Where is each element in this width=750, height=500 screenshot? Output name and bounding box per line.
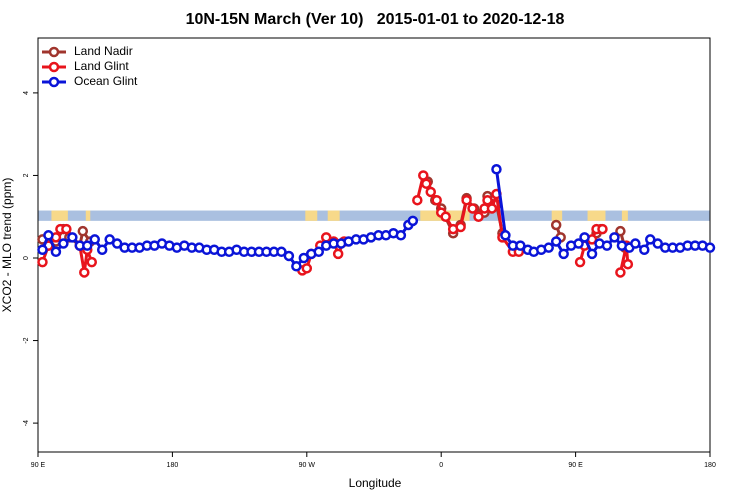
data-point [491, 164, 502, 175]
data-point [298, 252, 310, 264]
data-point [111, 238, 123, 249]
data-point [601, 240, 613, 251]
y-tick-label: 2 [23, 173, 30, 177]
data-point [86, 256, 98, 268]
data-point [597, 223, 608, 235]
chart-title: 10N-15N March (Ver 10) 2015-01-01 to 202… [186, 11, 565, 28]
x-tick-label: 90 E [31, 462, 46, 469]
data-point [550, 219, 562, 231]
x-axis-label: Longitude [349, 476, 402, 490]
data-point [37, 244, 48, 255]
data-point [467, 203, 478, 214]
land-patch [327, 210, 340, 221]
data-point [615, 225, 626, 237]
x-tick-label: 180 [704, 462, 716, 469]
data-point [313, 246, 324, 258]
data-point [58, 238, 69, 249]
data-point [61, 223, 72, 235]
data-point [291, 261, 302, 272]
data-point [704, 242, 716, 253]
x-tick-label: 0 [439, 462, 443, 469]
legend-label: Land Nadir [74, 44, 133, 58]
data-point [586, 248, 598, 260]
data-point [574, 256, 586, 268]
data-point [482, 194, 493, 206]
data-point [301, 263, 313, 274]
x-tick-label: 180 [167, 462, 179, 469]
x-tick-label: 90 W [299, 462, 316, 469]
data-point [622, 258, 634, 270]
data-point [283, 250, 295, 262]
data-point [573, 238, 584, 249]
land-patch [621, 210, 628, 221]
data-point [276, 246, 287, 258]
legend-marker [48, 61, 60, 73]
data-point [431, 194, 442, 206]
legend-marker [48, 76, 60, 88]
data-point [395, 230, 407, 241]
data-point [50, 246, 62, 258]
land-patch [587, 210, 606, 221]
legend-marker [48, 46, 60, 58]
data-point [67, 232, 78, 243]
data-point [500, 230, 511, 241]
y-tick-label: -4 [23, 420, 30, 426]
data-point [89, 234, 100, 245]
y-tick-label: 0 [23, 256, 30, 260]
data-point [652, 238, 663, 249]
data-point [79, 267, 90, 278]
data-point [550, 236, 562, 247]
land-patch [305, 210, 318, 221]
data-point [609, 232, 620, 243]
data-point [515, 240, 526, 251]
data-point [461, 194, 472, 206]
data-point [543, 242, 554, 253]
ocean-band [38, 210, 710, 221]
data-point [77, 225, 89, 237]
data-point [104, 234, 115, 245]
data-point [96, 244, 108, 255]
y-tick-label: 4 [23, 91, 30, 95]
legend-label: Land Glint [74, 59, 129, 73]
land-patch [551, 210, 563, 221]
data-point [473, 211, 484, 222]
data-point [425, 186, 436, 198]
data-point [455, 221, 466, 233]
data-point [440, 211, 451, 222]
data-point [615, 267, 626, 278]
land-patch [51, 210, 68, 221]
legend-label: Ocean Glint [74, 74, 138, 88]
land-patch [85, 210, 91, 221]
x-tick-label: 90 E [568, 462, 583, 469]
data-point [645, 234, 656, 245]
y-axis-label: XCO2 - MLO trend (ppm) [0, 178, 14, 313]
data-point [418, 170, 429, 181]
data-point [639, 244, 650, 255]
data-point [37, 256, 48, 268]
data-point [82, 240, 93, 251]
data-point [486, 203, 498, 214]
data-point [407, 215, 419, 227]
data-point [630, 238, 641, 249]
data-point [43, 230, 54, 241]
data-point [412, 194, 423, 206]
data-point [558, 248, 569, 260]
y-tick-label: -2 [23, 337, 30, 343]
data-point [421, 178, 432, 189]
data-point [332, 248, 344, 260]
data-point [579, 232, 590, 243]
